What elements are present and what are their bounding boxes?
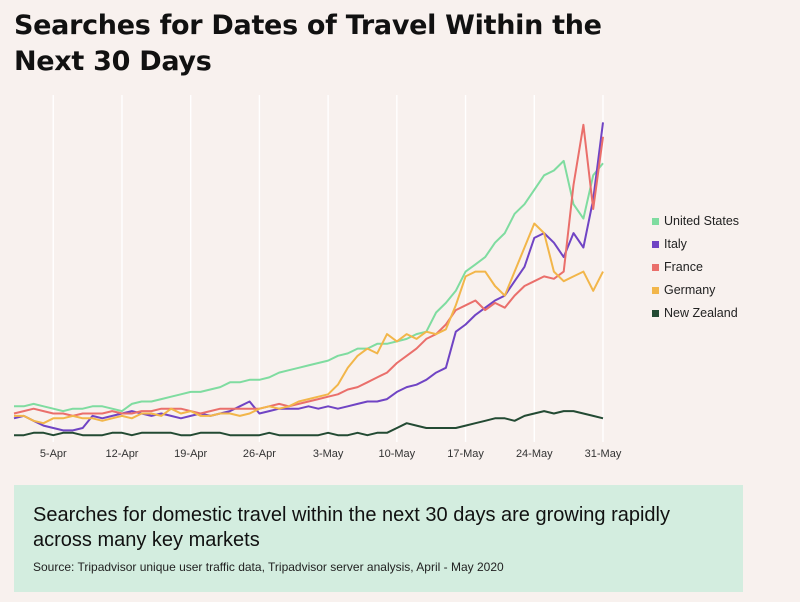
line-chart: 5-Apr 12-Apr 19-Apr 26-Apr 3-May 10-May 17-May… bbox=[13, 95, 739, 460]
callout-headline: Searches for domestic travel within the … bbox=[33, 504, 670, 551]
legend-label: New Zealand bbox=[664, 306, 738, 320]
x-tick-label: 5-Apr bbox=[40, 448, 67, 460]
x-tick-label: 31-May bbox=[585, 448, 622, 460]
x-tick-label: 24-May bbox=[516, 448, 553, 460]
legend-swatch bbox=[652, 241, 659, 248]
series-line-united-states bbox=[14, 159, 604, 413]
source-note: Source: Tripadvisor unique user traffic … bbox=[33, 560, 504, 574]
legend-label: Italy bbox=[664, 237, 688, 251]
legend-label: France bbox=[664, 260, 703, 274]
x-tick-label: 3-May bbox=[313, 448, 344, 460]
legend-label: Germany bbox=[664, 283, 716, 297]
x-tick-label: 26-Apr bbox=[243, 448, 276, 460]
series-line-italy bbox=[13, 122, 604, 432]
legend-swatch bbox=[652, 287, 659, 294]
legend-swatch bbox=[652, 218, 659, 225]
legend-swatch bbox=[652, 264, 659, 271]
chart-grid bbox=[52, 95, 604, 442]
series-line-germany bbox=[14, 222, 604, 425]
legend-label: United States bbox=[664, 214, 739, 228]
x-tick-label: 10-May bbox=[379, 448, 416, 460]
x-tick-label: 19-Apr bbox=[174, 448, 207, 460]
page-title: Searches for Dates of Travel Within the … bbox=[14, 10, 602, 77]
series-line-new-zealand bbox=[14, 410, 604, 437]
x-tick-label: 17-May bbox=[447, 448, 484, 460]
series-line-france bbox=[13, 123, 604, 417]
chart-series bbox=[13, 122, 604, 437]
chart-legend: United States Italy France Germany New Zeala… bbox=[652, 214, 739, 320]
x-axis-ticks: 5-Apr 12-Apr 19-Apr 26-Apr 3-May 10-May 17-May… bbox=[40, 448, 622, 460]
callout-box: Searches for domestic travel within the … bbox=[14, 485, 743, 592]
x-tick-label: 12-Apr bbox=[105, 448, 138, 460]
legend-swatch bbox=[652, 310, 659, 317]
